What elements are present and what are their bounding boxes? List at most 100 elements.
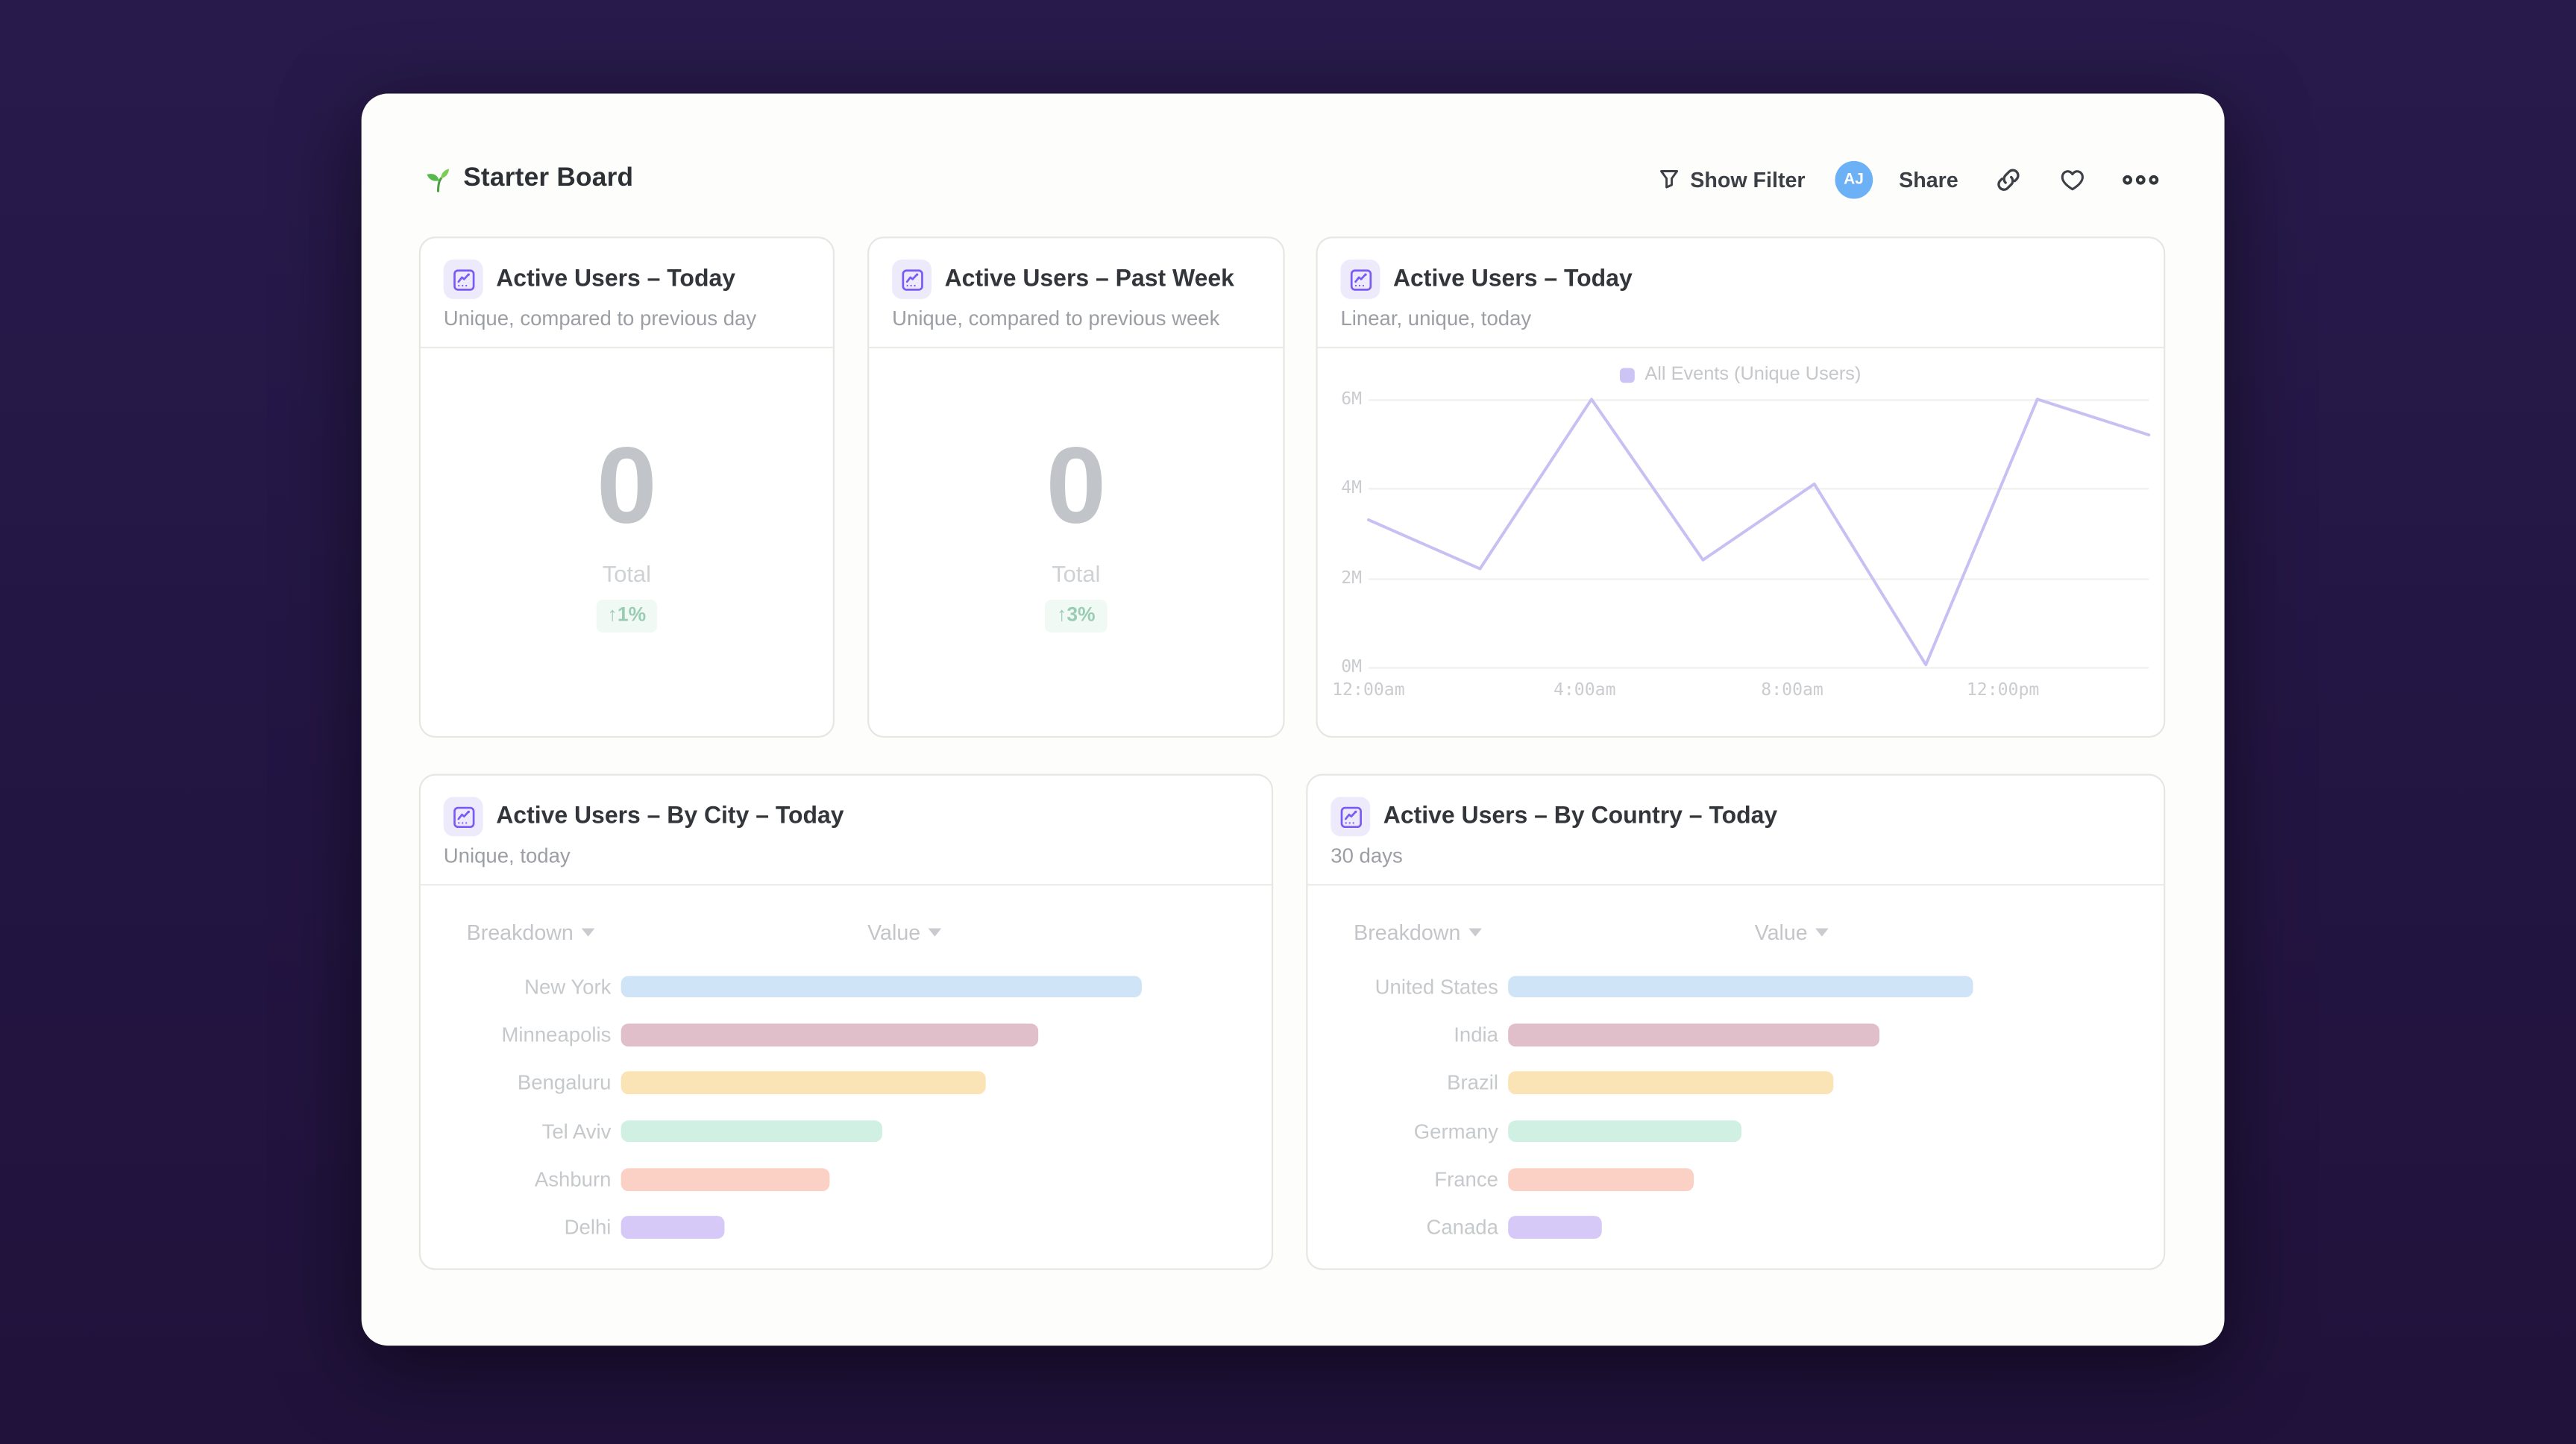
chart-icon [1331,797,1371,837]
row-label: Canada [1426,1216,1498,1240]
kpi-value: 0 [1046,424,1107,546]
card-subtitle: Unique, compared to previous week [892,307,1220,330]
board-panel: Starter Board Show Filter AJ Share [361,93,2225,1346]
value-sort-button[interactable]: Value [1755,919,1829,944]
table-row: Germany [1307,1107,2164,1155]
gridline [1368,667,2149,669]
value-bar [1508,1072,1834,1095]
line-chart-plot: 6M 4M 2M 0M 12:00am 4:00am 8:00am 12:00p… [1332,389,2149,700]
kpi-body: 0 Total ↑1% [421,350,833,736]
table-row: New York [421,963,1272,1011]
card-header: Active Users – By City – Today Unique, t… [420,776,1272,886]
value-bar [621,1168,829,1191]
more-options-button[interactable] [2123,172,2159,186]
chart-legend: All Events (Unique Users) [1318,365,2164,384]
table-row: India [1307,1011,2164,1059]
copy-link-button[interactable] [1994,165,2022,192]
sort-caret-icon [581,927,595,936]
kpi-value: 0 [596,424,657,546]
table-header-row: Breakdown Value [421,917,1272,947]
value-bar [621,976,1142,998]
card-header: Active Users – By Country – Today 30 day… [1307,776,2164,886]
card-active-users-by-city[interactable]: Active Users – By City – Today Unique, t… [418,773,1274,1270]
value-bar [1508,1023,1880,1046]
x-axis-tick: 4:00am [1553,679,1616,700]
board-header: Starter Board Show Filter AJ Share [424,143,2159,216]
favorite-button[interactable] [2058,165,2086,192]
card-header: Active Users – Today Linear, unique, tod… [1317,238,2164,348]
y-axis-tick: 0M [1341,657,1363,677]
table-row: Canada [1307,1204,2164,1252]
value-bar [621,1216,726,1239]
card-title: Active Users – Today [496,266,735,293]
chart-icon [892,260,932,299]
card-active-users-past-week-kpi[interactable]: Active Users – Past Week Unique, compare… [867,236,1285,738]
row-label: India [1454,1023,1498,1047]
kpi-body: 0 Total ↑3% [869,350,1283,736]
kpi-delta-badge: ↑3% [1045,600,1107,632]
card-title: Active Users – By Country – Today [1383,803,1778,830]
card-subtitle: 30 days [1331,844,1403,868]
chart-icon [443,797,483,837]
value-sort-button[interactable]: Value [867,919,942,944]
card-title: Active Users – Today [1392,266,1633,293]
table-row: Minneapolis [421,1011,1272,1059]
card-title: Active Users – Past Week [944,266,1234,293]
value-bar [621,1023,1038,1046]
row-label: United States [1375,975,1498,999]
link-icon [1994,165,2022,192]
table-row: Delhi [421,1204,1272,1252]
table-row: United States [1307,963,2164,1011]
value-bar [1508,976,1973,998]
value-bar [621,1072,986,1095]
row-label: France [1434,1167,1498,1191]
x-axis-tick: 12:00pm [1966,679,2040,700]
chart-icon [443,260,483,299]
kpi-label: Total [602,560,651,587]
row-label: Tel Aviv [541,1120,612,1143]
share-button[interactable]: Share [1899,166,1958,192]
gridline [1368,399,2149,401]
breakdown-sort-button[interactable]: Breakdown [421,919,621,944]
heart-icon [2058,165,2086,192]
line-series [1369,399,2149,665]
value-bar [1508,1216,1601,1239]
card-active-users-today-line-chart[interactable]: Active Users – Today Linear, unique, tod… [1316,236,2166,738]
table-row: France [1307,1155,2164,1204]
legend-label: All Events (Unique Users) [1644,365,1862,385]
row-label: Minneapolis [501,1023,612,1047]
ellipsis-icon [2123,172,2159,186]
breakdown-sort-button[interactable]: Breakdown [1307,919,1508,944]
row-label: Germany [1413,1120,1498,1143]
card-active-users-by-country[interactable]: Active Users – By Country – Today 30 day… [1306,773,2166,1270]
table-row: Brazil [1307,1059,2164,1108]
breakdown-table: Breakdown Value New York [421,888,1272,1269]
card-subtitle: Linear, unique, today [1340,307,1532,330]
gridline [1368,488,2149,490]
seedling-icon [424,165,451,192]
table-header-row: Breakdown Value [1307,917,2164,947]
header-actions: Show Filter AJ Share [1657,160,2159,198]
row-label: Delhi [564,1216,612,1240]
breakdown-table: Breakdown Value United States [1307,888,2164,1269]
filter-funnel-icon [1657,168,1680,191]
row-label: Ashburn [534,1167,612,1191]
card-active-users-today-kpi[interactable]: Active Users – Today Unique, compared to… [418,236,835,738]
table-rows: New York Minneapolis Bengaluru Tel [421,963,1272,1252]
sort-caret-icon [929,927,942,936]
value-bar [621,1120,882,1143]
table-row: Bengaluru [421,1059,1272,1108]
avatar[interactable]: AJ [1835,160,1873,198]
line-chart-svg [1369,399,2149,667]
x-axis-tick: 12:00am [1332,679,1405,700]
x-axis-tick: 8:00am [1761,679,1823,700]
card-header: Active Users – Today Unique, compared to… [420,238,833,348]
card-subtitle: Unique, compared to previous day [443,307,757,330]
value-bar [1508,1120,1741,1143]
value-bar [1508,1168,1694,1191]
row-label: New York [524,975,612,999]
line-chart-body: All Events (Unique Users) 6M 4M 2M 0M 12… [1318,350,2164,736]
y-axis-tick: 4M [1341,478,1363,498]
show-filter-button[interactable]: Show Filter [1657,167,1806,192]
